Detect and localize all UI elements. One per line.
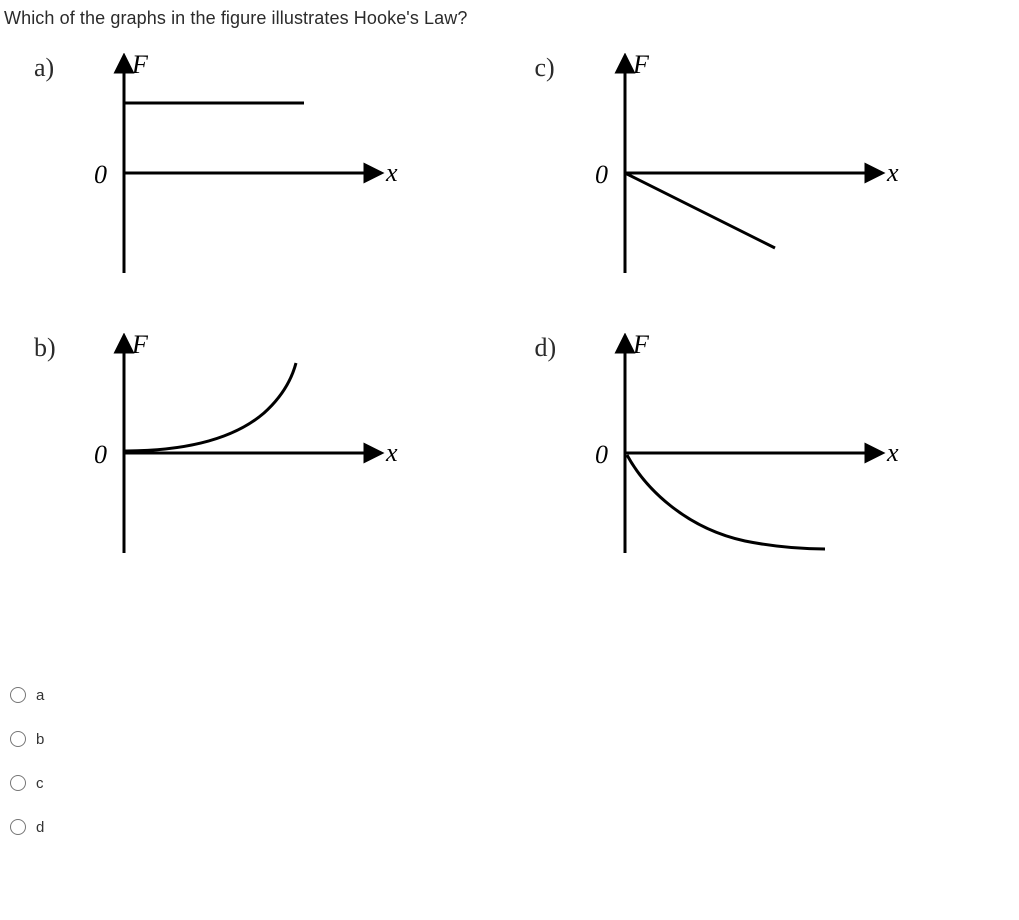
graph-c-ylabel: F (632, 53, 650, 79)
option-a-label: a (36, 687, 44, 704)
graph-d-xlabel: x (886, 438, 899, 467)
answer-options: a b c d (10, 673, 1015, 849)
option-a-radio[interactable] (10, 687, 26, 703)
graph-a-ylabel: F (131, 53, 149, 79)
graph-d-svg: F x 0 (535, 333, 945, 563)
option-b[interactable]: b (10, 717, 1015, 761)
option-b-label: b (36, 731, 44, 748)
graph-a-xlabel: x (385, 158, 398, 187)
graph-c: c) F x 0 (535, 53, 1016, 283)
graph-b-label: b) (34, 333, 56, 363)
graph-c-label: c) (535, 53, 555, 83)
graph-c-origin: 0 (595, 160, 608, 189)
option-d[interactable]: d (10, 805, 1015, 849)
graph-b-ylabel: F (131, 333, 149, 359)
option-b-radio[interactable] (10, 731, 26, 747)
option-d-label: d (36, 819, 44, 836)
graph-d-label: d) (535, 333, 557, 363)
option-c[interactable]: c (10, 761, 1015, 805)
graph-b-xlabel: x (385, 438, 398, 467)
graph-a-origin: 0 (94, 160, 107, 189)
option-a[interactable]: a (10, 673, 1015, 717)
graph-b: b) F x 0 (34, 333, 515, 563)
graph-c-svg: F x 0 (535, 53, 945, 283)
graph-b-curve (124, 363, 296, 451)
graph-a: a) F x 0 (34, 53, 515, 283)
option-c-radio[interactable] (10, 775, 26, 791)
graph-c-curve (625, 173, 775, 248)
graph-b-svg: F x 0 (34, 333, 444, 563)
graph-panels: a) F x 0 c) (34, 53, 1015, 563)
graph-d-curve (627, 455, 825, 549)
graph-a-label: a) (34, 53, 54, 83)
graph-d: d) F x 0 (535, 333, 1016, 563)
option-d-radio[interactable] (10, 819, 26, 835)
graph-b-origin: 0 (94, 440, 107, 469)
option-c-label: c (36, 775, 44, 792)
graph-d-origin: 0 (595, 440, 608, 469)
question-text: Which of the graphs in the figure illust… (4, 8, 1015, 29)
graph-a-svg: F x 0 (34, 53, 444, 283)
graph-c-xlabel: x (886, 158, 899, 187)
graph-d-ylabel: F (632, 333, 650, 359)
